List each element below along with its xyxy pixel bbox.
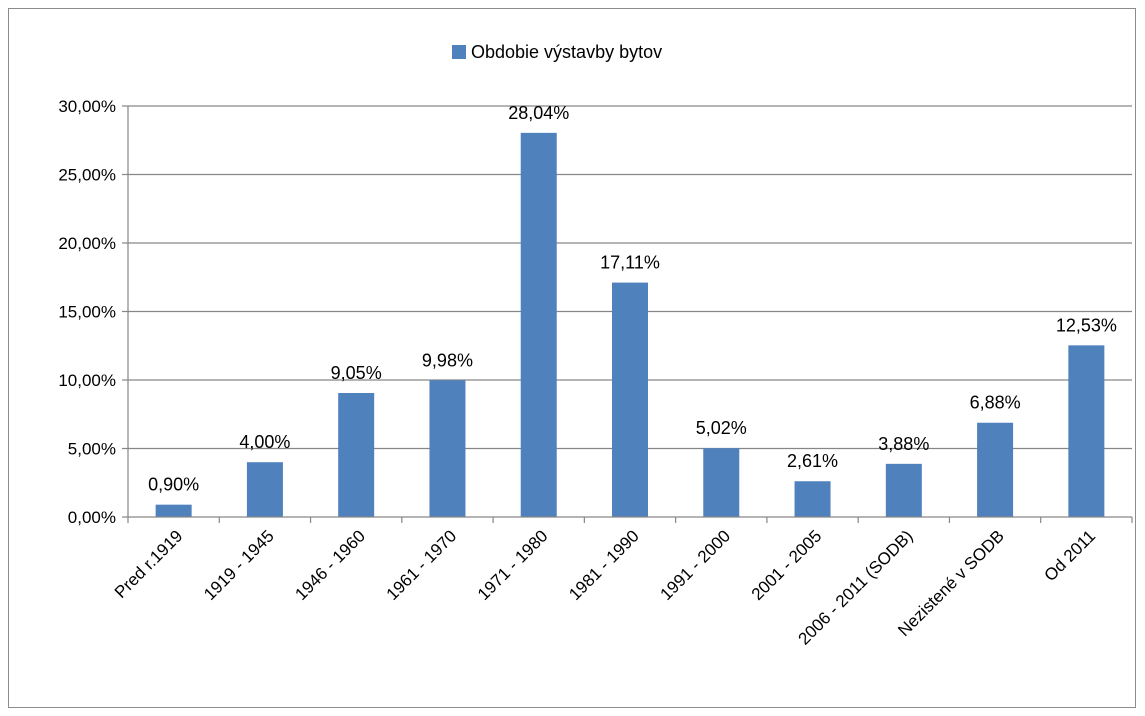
legend: Obdobie výstavby bytov (452, 42, 662, 62)
y-tick-label: 0,00% (68, 508, 116, 527)
bar (155, 504, 192, 517)
y-tick-label: 5,00% (68, 440, 116, 459)
bar (794, 481, 831, 517)
data-label: 12,53% (1056, 315, 1117, 335)
bar (1068, 345, 1105, 517)
x-tick-label: Pred r.1919 (111, 526, 187, 602)
x-tick-label: 1919 - 1945 (200, 526, 278, 604)
gridlines (128, 105, 1132, 450)
chart-frame (8, 8, 1136, 708)
bar (246, 462, 283, 517)
bar (520, 132, 557, 518)
x-tick-label: 1946 - 1960 (291, 526, 369, 604)
axes (127, 106, 1133, 523)
y-tick-label: 25,00% (58, 166, 116, 185)
y-tick-label: 15,00% (58, 303, 116, 322)
bar (429, 380, 466, 517)
x-axis-labels: Pred r.1919 1919 - 1945 1946 - 1960 1961 - … (111, 526, 1099, 648)
legend-swatch (452, 45, 466, 59)
x-tick-label: Od 2011 (1041, 526, 1100, 585)
data-labels: 0,90% 4,00% 9,05% 9,98% 28,04% 17,11% 5,02% 2,6… (148, 103, 1117, 495)
legend-label: Obdobie výstavby bytov (471, 42, 662, 62)
x-tick-label: 1971 - 1980 (474, 526, 552, 604)
data-label: 4,00% (239, 432, 290, 452)
data-label: 5,02% (696, 418, 747, 438)
bar (885, 463, 922, 517)
data-label: 28,04% (508, 103, 569, 123)
bars (155, 132, 1105, 518)
data-label: 0,90% (148, 475, 199, 495)
data-label: 6,88% (970, 393, 1021, 413)
x-tick-label: 1991 - 2000 (656, 526, 734, 604)
bar (977, 422, 1014, 517)
data-label: 3,88% (878, 434, 929, 454)
data-label: 17,11% (600, 253, 660, 273)
x-tick-label: 1981 - 1990 (565, 526, 643, 604)
data-label: 9,05% (331, 363, 382, 383)
data-label: 2,61% (787, 451, 838, 471)
y-tick-label: 30,00% (58, 97, 116, 116)
y-axis-ticks: 0,00% 5,00% 10,00% 15,00% 20,00% 25,00% 30,00% (58, 97, 128, 527)
bar (338, 393, 375, 517)
x-tick-label: 1961 - 1970 (383, 526, 461, 604)
x-tick-label: 2001 - 2005 (748, 526, 826, 604)
y-tick-label: 10,00% (58, 371, 116, 390)
data-label: 9,98% (422, 350, 473, 370)
bar (703, 448, 740, 517)
y-tick-label: 20,00% (58, 234, 116, 253)
bar (612, 282, 648, 517)
